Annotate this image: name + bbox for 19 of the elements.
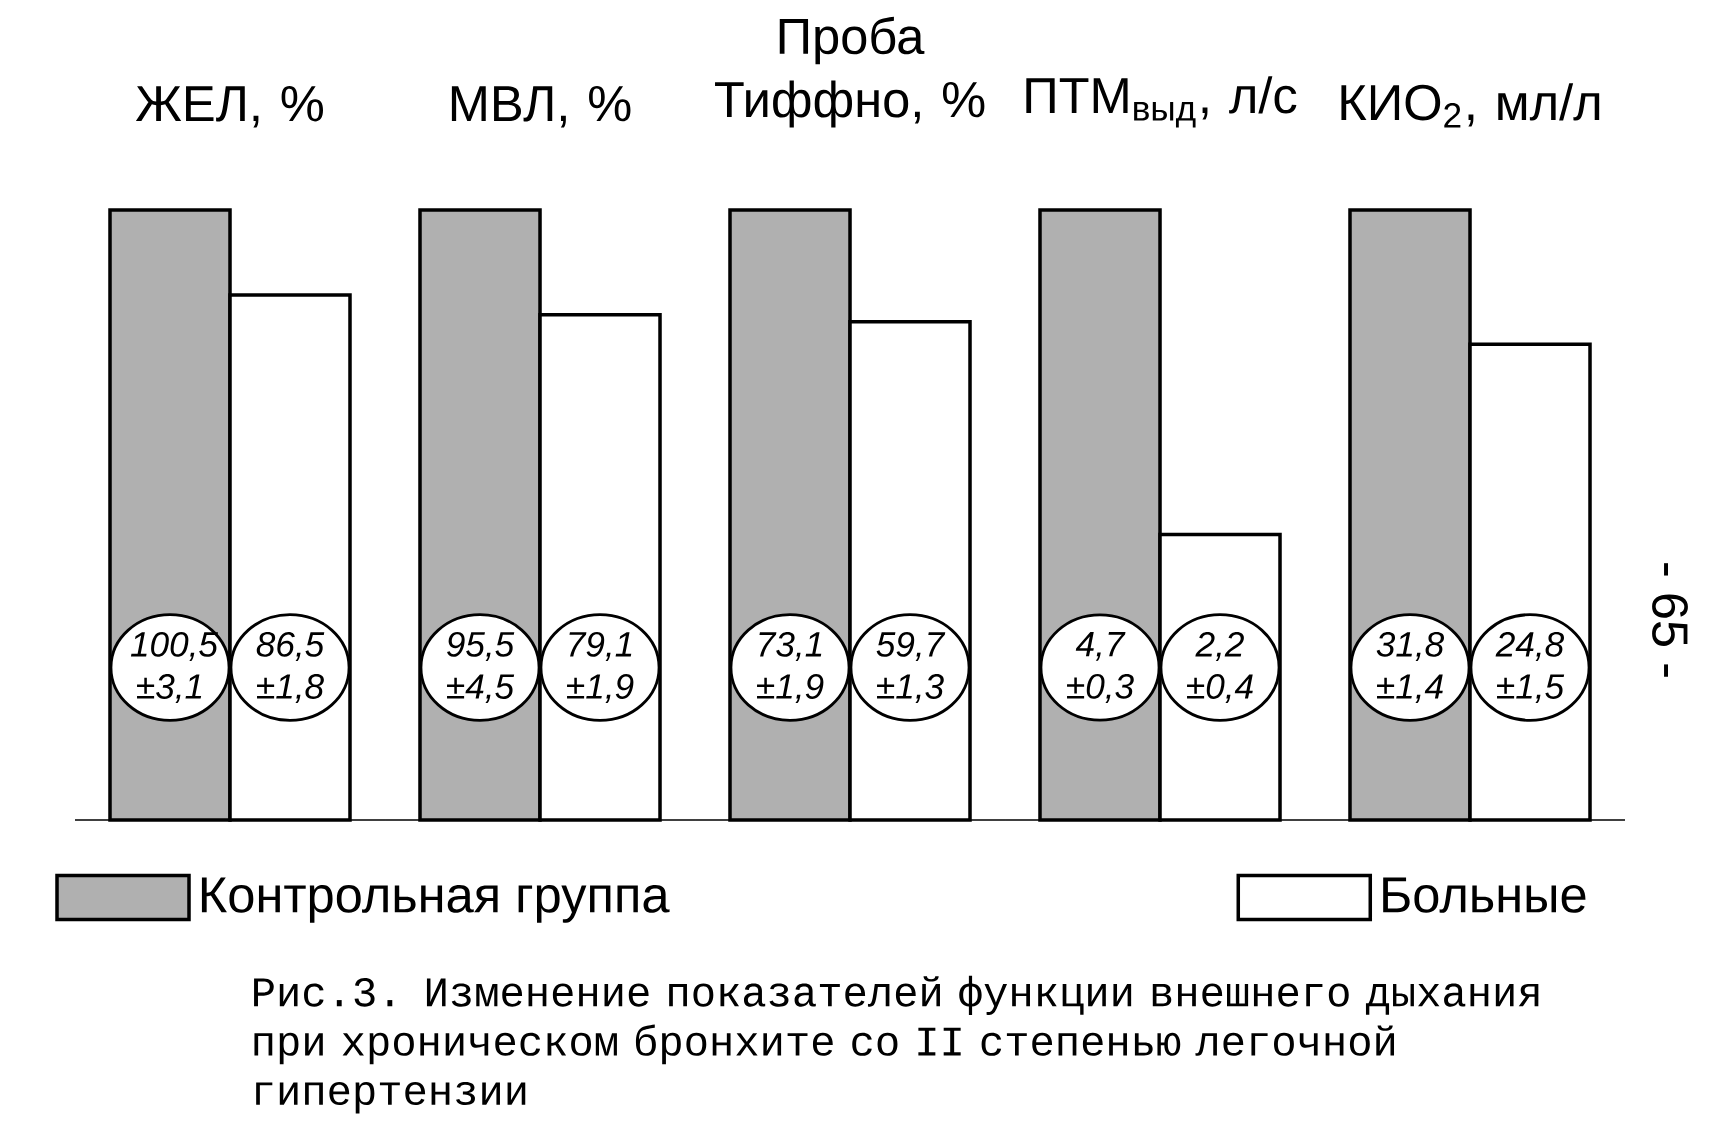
category-label: МВЛ, % [451,85,631,128]
data-label: 95,5 ±4,5 [447,631,515,704]
category-label: Проба Тиффно, % [715,16,985,128]
category-label: ЖЕЛ, % [135,85,323,128]
data-label: 86,5 ±1,8 [256,631,325,704]
legend-label: Больные [1383,877,1586,913]
data-label: 31,8 ±1,4 [1376,631,1444,704]
data-label: 59,7 ±1,3 [876,631,946,704]
category-label: КИО$_{2}$, мл/л [1341,83,1600,128]
text: Рис.3. Изменение показателей функции внешнего дыхания при хроническом бронхите со II степенью легочной гипертензии [254,975,1539,1114]
data-label: 24,8 ±1,5 [1495,631,1565,704]
data-label: 2,2 ±0,4 [1187,631,1253,704]
legend-label: Контрольная группа [201,877,670,923]
category-label: ПТМ$_{выд}$, л/с [1026,76,1297,128]
data-label: 79,1 ±1,9 [567,631,634,704]
data-label: 73,1 ±1,9 [757,631,824,704]
data-label: 100,5 ±3,1 [130,631,219,704]
text: - 65 - [1652,563,1688,677]
data-label: 4,7 ±0,3 [1067,632,1134,703]
